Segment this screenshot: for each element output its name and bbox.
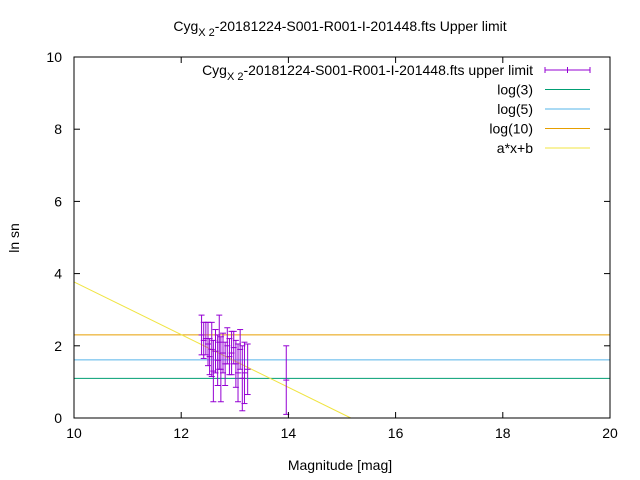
x-tick-label: 18 [495,425,511,441]
x-tick-label: 14 [281,425,297,441]
data-point [241,341,248,405]
axes-layer: 10 12 14 16 18 20 0 2 4 6 8 10 [46,49,618,441]
x-tick-label: 16 [388,425,404,441]
y-axis-label: ln sn [6,223,22,253]
series-lines-layer [73,281,610,419]
x-tick-label: 10 [66,425,82,441]
series-line-fit [73,281,352,419]
y-tick-label: 10 [46,49,62,65]
legend-label: log(10) [489,121,533,137]
data-point [198,314,205,356]
legend-label: log(5) [497,101,533,117]
y-tick-label: 4 [54,266,62,282]
x-tick-label: 20 [602,425,618,441]
series-points-layer [198,314,290,415]
legend-label: log(3) [497,82,533,98]
data-point [244,343,251,396]
x-axis-label: Magnitude [mag] [288,457,392,473]
y-tick-label: 6 [54,193,62,209]
y-tick-label: 0 [54,410,62,426]
legend: CygX 2-20181224-S001-R001-I-201448.fts u… [202,62,591,156]
x-tick-label: 12 [173,425,189,441]
y-tick-label: 8 [54,121,62,137]
chart-title: CygX 2-20181224-S001-R001-I-201448.fts U… [173,18,506,39]
legend-label: CygX 2-20181224-S001-R001-I-201448.fts u… [202,62,533,83]
y-tick-label: 2 [54,338,62,354]
plot-frame [73,56,611,419]
legend-label: a*x+b [497,140,533,156]
data-point [283,345,290,415]
